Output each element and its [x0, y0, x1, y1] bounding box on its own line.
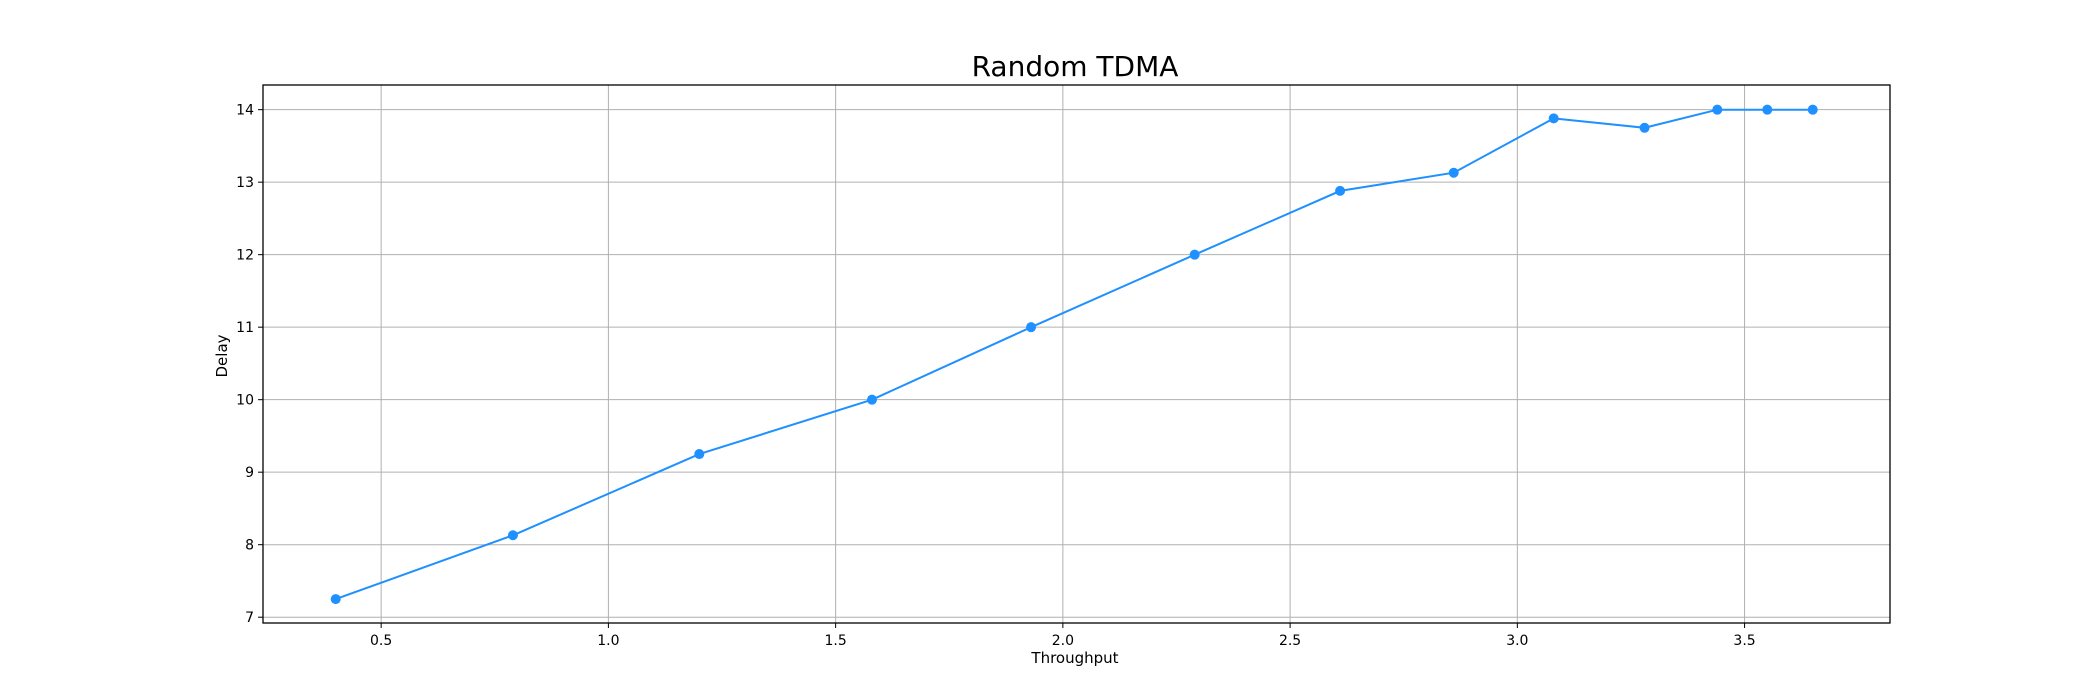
chart-title: Random TDMA: [972, 50, 1179, 83]
y-axis-ticks: 7 8 9 10 11 12 13 14: [236, 103, 263, 626]
x-tick-label: 1.5: [824, 633, 846, 649]
x-tick-label: 3.5: [1733, 633, 1755, 649]
y-tick-label: 8: [245, 538, 254, 554]
y-tick-label: 9: [245, 465, 254, 481]
data-point: [694, 449, 705, 460]
data-point: [866, 394, 877, 405]
data-point: [1189, 249, 1200, 260]
grid-lines: [263, 85, 1890, 623]
x-tick-label: 2.0: [1052, 633, 1074, 649]
plot-frame: [262, 84, 1891, 624]
y-tick-label: 10: [236, 393, 254, 409]
data-point: [1448, 167, 1459, 178]
y-tick-label: 14: [236, 103, 254, 119]
data-point: [1026, 322, 1037, 333]
data-point: [1712, 104, 1723, 115]
data-point: [1335, 185, 1346, 196]
x-tick-label: 3.0: [1506, 633, 1528, 649]
data-point: [330, 594, 341, 605]
data-point: [507, 530, 518, 541]
series-line: [335, 108, 1813, 601]
x-tick-label: 2.5: [1279, 633, 1301, 649]
x-axis-label: Throughput: [1030, 649, 1118, 667]
data-points: [330, 104, 1818, 605]
y-tick-label: 13: [236, 175, 254, 191]
data-point: [1548, 113, 1559, 124]
x-tick-label: 0.5: [370, 633, 392, 649]
y-tick-label: 7: [245, 610, 254, 626]
y-tick-label: 11: [236, 320, 254, 336]
x-tick-label: 1.0: [597, 633, 619, 649]
y-tick-label: 12: [236, 248, 254, 264]
y-axis-label: Delay: [213, 334, 231, 377]
data-point: [1639, 122, 1650, 133]
series-line-path: [335, 108, 1813, 601]
data-point: [1807, 104, 1818, 115]
x-axis-ticks: 0.5 1.0 1.5 2.0 2.5 3.0 3.5: [370, 623, 1756, 649]
data-point: [1762, 104, 1773, 115]
